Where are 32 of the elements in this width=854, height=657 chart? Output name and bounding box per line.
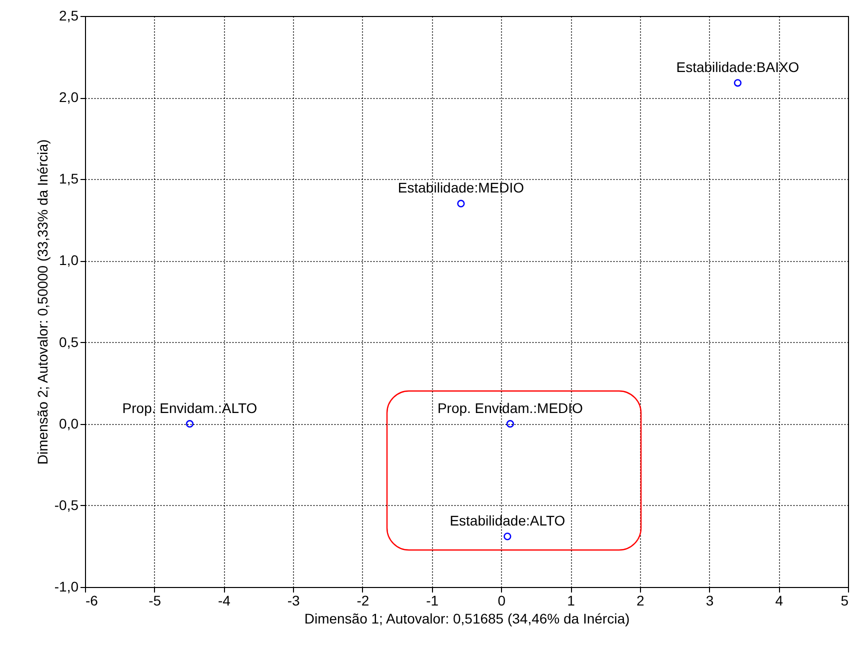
annotation: Prop. Envidam.:MEDIO [437,400,584,416]
x-tick-label: 1 [567,592,576,608]
y-tick-label: 2,0 [59,89,79,106]
x-tick-label: -4 [218,592,231,608]
y-tick-label: 0,5 [59,334,79,350]
x-tick-label: -5 [148,592,162,608]
x-tick-label: 4 [775,592,784,608]
y-tick-label: 0,0 [59,415,79,432]
y-tick-label: 1,5 [59,170,79,187]
x-axis-title: Dimensão 1; Autovalor: 0,51685 (34,46% da Inércia) [304,610,630,626]
x-tick-label: -3 [287,592,300,608]
point [734,79,742,87]
point [457,200,465,208]
point [186,420,194,428]
y-tick-label: 2,5 [59,8,79,24]
annotation: Estabilidade:BAIXO [676,58,800,75]
y-tick-label: -0,5 [54,496,79,513]
x-tick-label: -1 [426,592,439,608]
y-tick-label: -1,0 [54,578,79,594]
y-tick-label: 1,0 [59,252,79,268]
annotation: Estabilidade:MEDIO [398,180,524,196]
x-tick-label: -2 [356,592,370,608]
annotation: Prop. Envidam.:ALTO [122,400,258,416]
point [504,532,512,540]
x-tick-label: 0 [498,592,506,608]
x-tick-label: -6 [86,592,98,608]
x-tick-label: 5 [840,592,849,608]
x-tick-label: 3 [706,592,714,608]
annotation: Estabilidade:ALTO [450,512,566,528]
y-axis-title: Dimensão 2; Autovalor: 0,50000 (33,33% da Inércia) [34,139,50,465]
x-tick-label: 2 [636,592,645,608]
point [506,420,514,428]
